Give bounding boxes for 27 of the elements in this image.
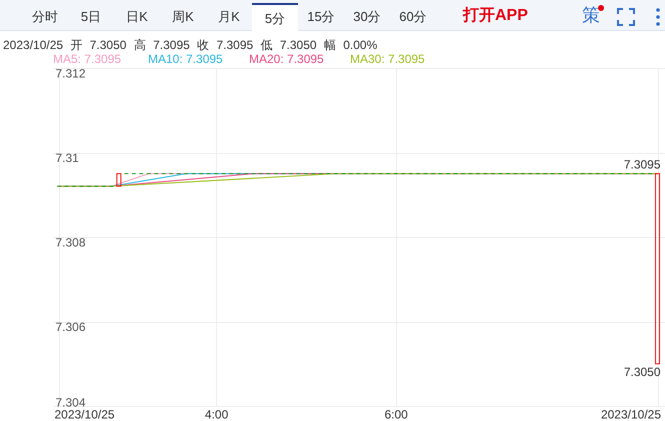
text: MA20: 7.3095 [249,52,324,66]
annotation: 7.3050 [624,364,661,379]
tab-button: 5日 [68,3,114,31]
chart-subtitle: 2023/10/25 开 7.3050 高 7.3095 收 7.3095 低 7.3050 幅 0.00% [3,38,378,52]
tab-button: 15分 [298,3,344,31]
tab-button: 5分 [252,3,298,31]
tab-button: 周K [160,3,206,31]
text-button: 策 [582,5,600,25]
y-tick-label: 7.308 [56,236,86,250]
y-tick-label: 7.304 [56,396,86,410]
annotation: 7.3095 [624,158,661,172]
x-tick-label: 4:00 [204,408,229,421]
y-tick-label: 7.306 [56,320,86,334]
tab-button: 分时 [22,3,68,31]
tab-button: 日K [114,3,160,31]
x-tick-label: 2023/10/25 [600,408,662,421]
text: MA10: 7.3095 [148,52,224,66]
y-tick-label: 7.31 [56,151,80,165]
x-tick-label: 2023/10/25 [54,408,115,421]
tab-button: 30分 [344,3,390,31]
text: MA30: 7.3095 [350,52,426,66]
app-link: 打开APP [463,6,528,25]
y-tick-label: 7.312 [56,66,86,80]
text: MA5: 7.3095 [53,52,122,66]
x-tick-label: 6:00 [384,408,408,421]
tab-button: 60分 [390,3,436,31]
tab-button: 月K [206,3,252,31]
